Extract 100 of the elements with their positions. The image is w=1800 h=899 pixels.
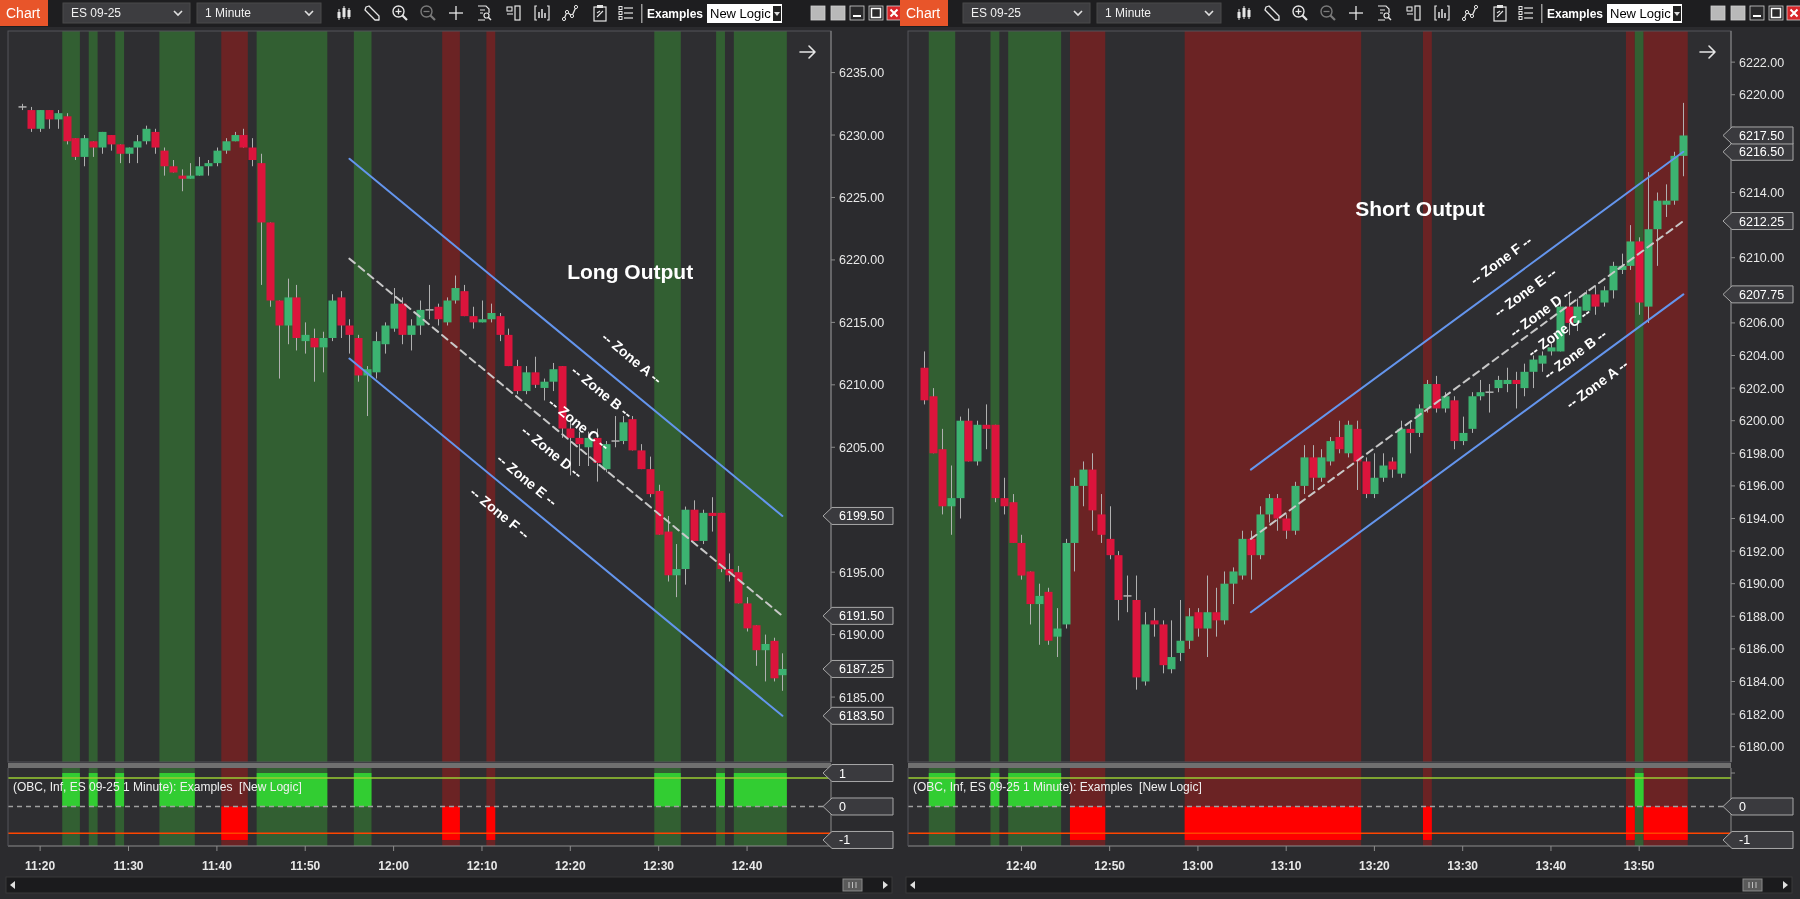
- y-tick-label: 6194.00: [1739, 512, 1785, 526]
- y-tick-label: 6214.00: [1739, 186, 1785, 201]
- candlestick: [540, 378, 549, 401]
- y-tick-label: 6204.00: [1739, 349, 1785, 364]
- candlestick: [195, 156, 204, 177]
- y-tick-label: 6202.00: [1739, 381, 1785, 396]
- y-tick-label: 1: [839, 766, 846, 781]
- candlestick: [1484, 383, 1495, 414]
- text: ES 09-25: [71, 6, 122, 20]
- candlestick: [45, 109, 54, 130]
- x-tick-label: 13:50: [1623, 859, 1655, 873]
- x-tick-label: 12:10: [466, 859, 498, 873]
- candlestick: [1035, 583, 1044, 646]
- candlestick: [672, 543, 681, 598]
- y-tick-label: 6220.00: [1739, 88, 1785, 103]
- candlestick: [1247, 530, 1256, 581]
- x-tick-label: 13:40: [1535, 859, 1567, 873]
- y2-tick-label: 6212.25: [1739, 214, 1785, 229]
- y2-tick-label: 6183.50: [839, 709, 885, 724]
- candlestick: [1176, 599, 1185, 662]
- candlestick: [407, 318, 416, 351]
- text: Examples: [1547, 7, 1604, 21]
- x-tick-label: 12:50: [1094, 859, 1126, 873]
- text: Chart: [906, 5, 941, 21]
- candlestick: [1122, 575, 1133, 613]
- y-tick-label: 6222.00: [1739, 55, 1785, 70]
- candlestick: [1194, 607, 1203, 638]
- y-tick-label: 6196.00: [1739, 479, 1785, 494]
- x-tick-label: 12:00: [378, 859, 410, 873]
- candlestick: [142, 125, 151, 145]
- y-tick-label: 6230.00: [839, 128, 885, 143]
- candlestick: [1459, 416, 1468, 446]
- candlestick: [575, 431, 584, 467]
- y-tick-label: 6190.00: [1739, 577, 1785, 592]
- candlestick: [443, 296, 452, 326]
- candlestick: [1212, 587, 1221, 638]
- y-tick-label: -1: [839, 833, 851, 848]
- text: New Logic: [710, 6, 772, 21]
- y2-tick-label: 6199.50: [839, 509, 885, 524]
- candlestick: [345, 318, 354, 355]
- candlestick: [1167, 619, 1176, 674]
- x-tick-label: 12:20: [554, 859, 586, 873]
- candlestick: [451, 275, 460, 305]
- candlestick: [1600, 285, 1609, 308]
- y-tick-label: 6200.00: [1739, 414, 1785, 429]
- candlestick: [160, 147, 169, 177]
- y-tick-label: 6192.00: [1739, 544, 1785, 559]
- x-tick-label: 12:30: [643, 859, 675, 873]
- x-tick-label: 11:50: [290, 859, 321, 873]
- candlestick: [1441, 391, 1450, 414]
- candlestick: [116, 143, 125, 164]
- y-tick-label: 0: [1739, 800, 1746, 814]
- y2-tick-label: 6191.50: [839, 609, 885, 624]
- candlestick: [1406, 420, 1415, 454]
- y-tick-label: 6195.00: [839, 565, 885, 580]
- text: New Logic: [1610, 6, 1672, 21]
- y-tick-label: 6180.00: [1739, 740, 1785, 755]
- y-tick-label: 0: [839, 800, 846, 814]
- candlestick: [1512, 371, 1521, 409]
- y2-tick-label: 6216.50: [1739, 145, 1785, 160]
- candlestick: [522, 365, 531, 395]
- y-tick-label: 6186.00: [1739, 642, 1785, 657]
- candlestick: [1106, 505, 1115, 560]
- candlestick: [761, 634, 770, 682]
- y-tick-label: 6188.00: [1739, 609, 1785, 624]
- y-tick-label: 6205.00: [839, 440, 885, 455]
- x-tick-label: 13:20: [1359, 859, 1391, 873]
- candlestick: [310, 328, 319, 383]
- candlestick: [469, 306, 478, 330]
- candlestick: [531, 356, 540, 389]
- x-tick-label: 13:00: [1182, 859, 1214, 873]
- text: ES 09-25: [971, 6, 1022, 20]
- candlestick: [1265, 493, 1274, 524]
- candlestick: [1679, 102, 1688, 177]
- y-tick-label: -1: [1739, 833, 1751, 848]
- y-tick-label: 6220.00: [839, 253, 885, 268]
- x-tick-label: 11:30: [113, 859, 144, 873]
- candlestick: [1309, 444, 1318, 491]
- candlestick: [1053, 607, 1062, 658]
- text: 1 Minute: [205, 6, 252, 20]
- y-tick-label: 6210.00: [1739, 251, 1785, 266]
- x-tick-label: 12:40: [731, 859, 763, 873]
- text: Examples: [647, 7, 704, 21]
- candlestick: [36, 109, 45, 133]
- candlestick: [1370, 452, 1379, 499]
- candlestick: [496, 312, 505, 342]
- candlestick: [1379, 452, 1388, 483]
- candlestick: [1388, 456, 1397, 479]
- candlestick: [239, 128, 248, 149]
- x-tick-label: 11:20: [25, 859, 56, 873]
- candlestick: [151, 128, 160, 155]
- candlestick: [213, 147, 222, 167]
- y-tick-label: 6210.00: [839, 378, 885, 393]
- candlestick: [637, 443, 646, 470]
- y-tick-label: 6185.00: [839, 690, 885, 705]
- y2-tick-label: 6207.75: [1739, 287, 1785, 302]
- candlestick: [248, 137, 257, 167]
- candlestick: [1097, 493, 1106, 544]
- candlestick: [487, 303, 496, 323]
- candlestick: [778, 652, 787, 692]
